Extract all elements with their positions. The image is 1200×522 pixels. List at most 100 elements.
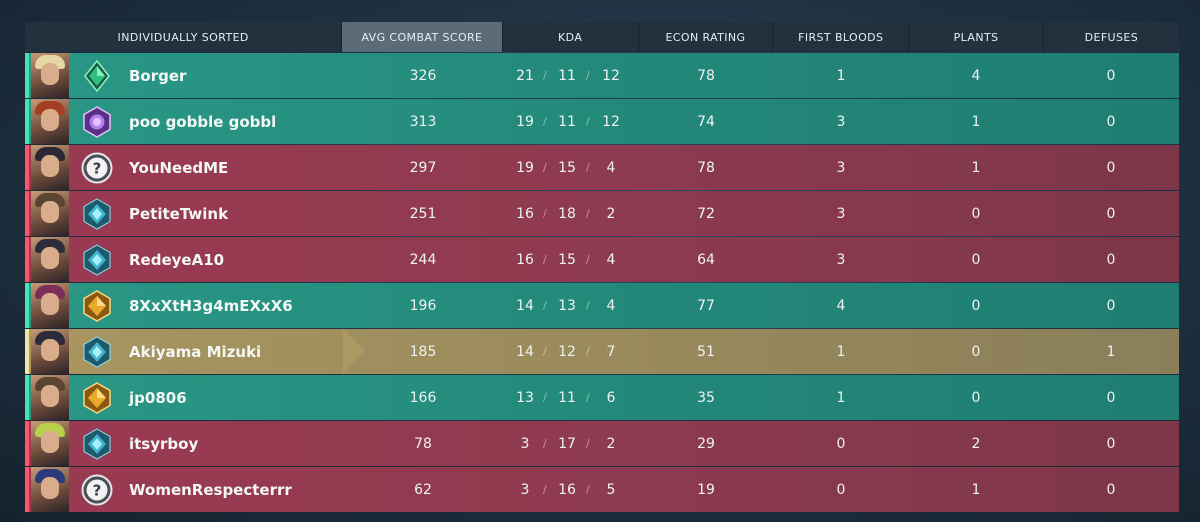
kills-value: 13: [516, 389, 534, 406]
kda-value: 19 / 11 / 12: [503, 99, 639, 144]
player-row[interactable]: jp0806 166 13 / 11 / 6 35 1 0 0: [25, 375, 1179, 420]
player-rows: Borger 326 21 / 11 / 12 78 1 4 0 poo gob…: [25, 53, 1179, 512]
defuses-value: 0: [1106, 481, 1116, 498]
agent-portrait: [31, 237, 69, 282]
kda-value: 19 / 15 / 4: [503, 145, 639, 190]
defuses-value: 0: [1106, 159, 1116, 176]
player-cell: Borger: [25, 53, 343, 98]
econ-rating-value: 72: [697, 205, 715, 222]
player-row[interactable]: poo gobble gobbl 313 19 / 11 / 12 74 3 1…: [25, 99, 1179, 144]
sort-mode-header[interactable]: INDIVIDUALLY SORTED: [25, 22, 343, 52]
defuses-value: 0: [1106, 251, 1116, 268]
team-color-strip: [25, 237, 29, 282]
deaths-value: 16: [558, 481, 576, 498]
acs-value: 297: [409, 159, 437, 176]
econ-rating-value: 74: [697, 113, 715, 130]
econ-rating-value: 35: [697, 389, 715, 406]
player-name: PetiteTwink: [129, 204, 229, 223]
agent-portrait: [31, 53, 69, 98]
player-row[interactable]: ? WomenRespecterrr 62 3 / 16 / 5 19 0 1 …: [25, 467, 1179, 512]
kda-value: 3 / 16 / 5: [503, 467, 639, 512]
scoreboard-header: INDIVIDUALLY SORTED AVG COMBAT SCORE KDA…: [25, 22, 1179, 52]
deaths-value: 13: [558, 297, 576, 314]
platinum-rank-icon: [81, 197, 113, 230]
first-bloods-value: 0: [836, 435, 846, 452]
player-name: 8XxXtH3g4mEXxX6: [129, 296, 293, 315]
player-cell: RedeyeA10: [25, 237, 343, 282]
platinum-rank-icon: [81, 243, 113, 276]
team-color-strip: [25, 329, 29, 374]
kda-value: 3 / 17 / 2: [503, 421, 639, 466]
deaths-value: 11: [558, 67, 576, 84]
acs-value: 78: [414, 435, 432, 452]
player-row[interactable]: RedeyeA10 244 16 / 15 / 4 64 3 0 0: [25, 237, 1179, 282]
kda-separator: /: [543, 345, 547, 358]
player-name: itsyrboy: [129, 434, 199, 453]
assists-value: 5: [606, 481, 616, 498]
player-cell: ? WomenRespecterrr: [25, 467, 343, 512]
player-row[interactable]: 8XxXtH3g4mEXxX6 196 14 / 13 / 4 77 4 0 0: [25, 283, 1179, 328]
player-name: WomenRespecterrr: [129, 480, 292, 499]
plants-value: 0: [971, 205, 981, 222]
defuses-column-header[interactable]: DEFUSES: [1043, 22, 1179, 52]
econ-column-header[interactable]: ECON RATING: [638, 22, 774, 52]
kda-value: 13 / 11 / 6: [503, 375, 639, 420]
assists-value: 2: [606, 435, 616, 452]
player-row[interactable]: itsyrboy 78 3 / 17 / 2 29 0 2 0: [25, 421, 1179, 466]
agent-portrait: [31, 191, 69, 236]
kills-value: 3: [520, 435, 530, 452]
defuses-value: 0: [1106, 205, 1116, 222]
player-cell: 8XxXtH3g4mEXxX6: [25, 283, 343, 328]
kda-separator: /: [543, 483, 547, 496]
deaths-value: 12: [558, 343, 576, 360]
econ-rating-value: 77: [697, 297, 715, 314]
player-row[interactable]: Akiyama Mizuki 185 14 / 12 / 7 51 1 0 1: [25, 329, 1179, 374]
player-row[interactable]: PetiteTwink 251 16 / 18 / 2 72 3 0 0: [25, 191, 1179, 236]
player-row[interactable]: Borger 326 21 / 11 / 12 78 1 4 0: [25, 53, 1179, 98]
player-cell: Akiyama Mizuki: [25, 329, 365, 374]
kda-separator: /: [543, 207, 547, 220]
kills-value: 19: [516, 113, 534, 130]
acs-value: 196: [409, 297, 437, 314]
kda-value: 21 / 11 / 12: [503, 53, 639, 98]
kda-column-header[interactable]: KDA: [502, 22, 639, 52]
plants-value: 0: [971, 389, 981, 406]
kills-value: 16: [516, 251, 534, 268]
agent-portrait: [31, 99, 69, 144]
kda-separator: /: [543, 391, 547, 404]
kda-value: 16 / 18 / 2: [503, 191, 639, 236]
player-cell: PetiteTwink: [25, 191, 343, 236]
plants-value: 1: [971, 113, 981, 130]
defuses-value: 1: [1106, 343, 1116, 360]
team-color-strip: [25, 283, 29, 328]
emerald-rank-icon: [81, 59, 113, 92]
first-bloods-value: 3: [836, 113, 846, 130]
team-color-strip: [25, 191, 29, 236]
econ-rating-value: 78: [697, 159, 715, 176]
svg-text:?: ?: [93, 481, 102, 499]
kda-separator: /: [543, 253, 547, 266]
kda-separator: /: [543, 69, 547, 82]
player-cell: poo gobble gobbl: [25, 99, 343, 144]
player-row[interactable]: ? YouNeedME 297 19 / 15 / 4 78 3 1 0: [25, 145, 1179, 190]
plants-value: 0: [971, 343, 981, 360]
acs-value: 313: [409, 113, 437, 130]
kills-value: 21: [516, 67, 534, 84]
plants-column-header[interactable]: PLANTS: [909, 22, 1044, 52]
team-color-strip: [25, 421, 29, 466]
gold-rank-icon: [81, 381, 113, 414]
acs-column-header[interactable]: AVG COMBAT SCORE: [342, 22, 503, 52]
kda-separator: /: [586, 207, 590, 220]
kda-separator: /: [543, 161, 547, 174]
first-bloods-column-header[interactable]: FIRST BLOODS: [773, 22, 910, 52]
player-cell: jp0806: [25, 375, 343, 420]
amethyst-rank-icon: [81, 105, 113, 138]
deaths-value: 18: [558, 205, 576, 222]
kills-value: 14: [516, 343, 534, 360]
kills-value: 16: [516, 205, 534, 222]
agent-portrait: [31, 467, 69, 512]
kills-value: 14: [516, 297, 534, 314]
kda-separator: /: [586, 115, 590, 128]
kda-separator: /: [586, 253, 590, 266]
assists-value: 4: [606, 159, 616, 176]
